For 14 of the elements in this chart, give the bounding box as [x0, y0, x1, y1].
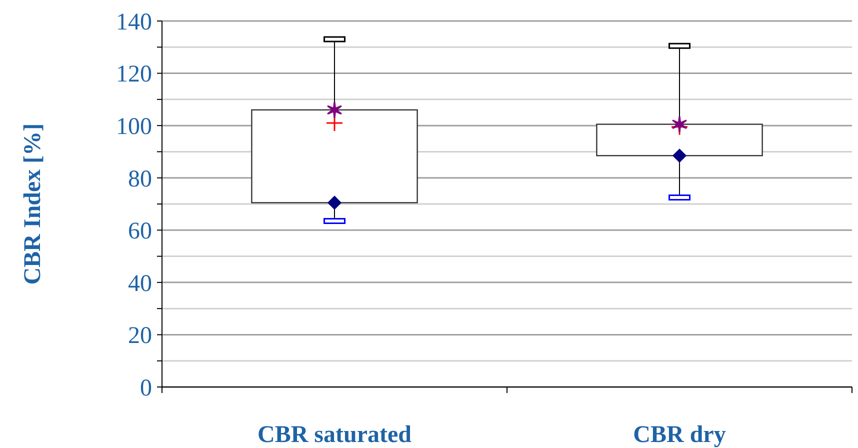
y-tick-label: 80 — [128, 166, 152, 192]
y-tick-label: 60 — [128, 218, 152, 245]
y-tick-label: 120 — [116, 62, 152, 88]
y-tick-label: 100 — [116, 114, 152, 140]
point — [672, 148, 686, 162]
point — [328, 196, 342, 210]
point — [326, 101, 342, 119]
y-tick-label: 40 — [128, 270, 152, 297]
y-tick-label: 0 — [140, 375, 152, 402]
y-tick-label: 140 — [116, 9, 152, 36]
x-tick-label: CBR dry — [633, 422, 726, 448]
x-tick-label: CBR saturated — [258, 422, 412, 448]
y-axis-title: CBR Index [%] — [20, 123, 46, 285]
y-tick-label: 20 — [128, 323, 152, 350]
